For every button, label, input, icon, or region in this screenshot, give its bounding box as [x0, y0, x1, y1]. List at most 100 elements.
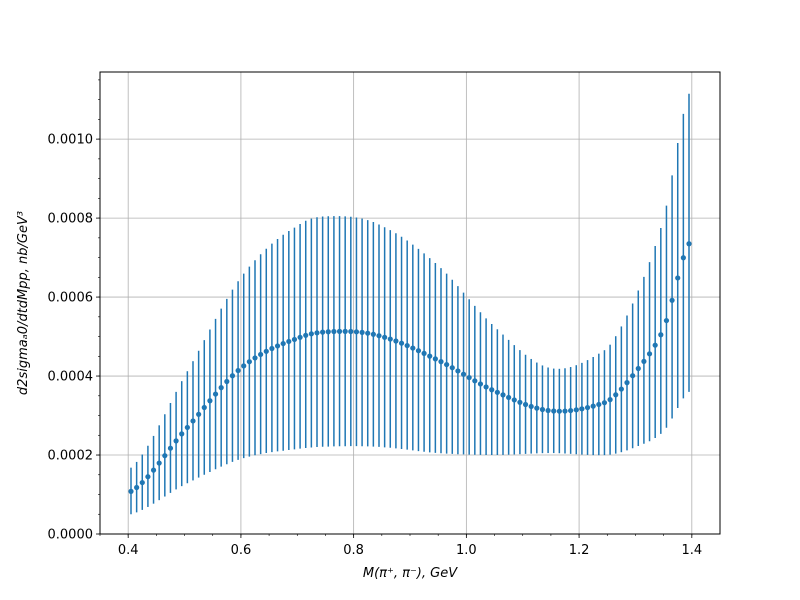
- data-point: [511, 397, 517, 403]
- data-point: [680, 255, 686, 261]
- data-point: [196, 411, 202, 417]
- x-tick-label: 1.0: [456, 543, 477, 558]
- data-point: [618, 386, 624, 392]
- data-point: [393, 338, 399, 344]
- data-point: [556, 408, 562, 414]
- data-point: [404, 342, 410, 349]
- data-point: [641, 358, 647, 364]
- data-point: [432, 356, 438, 362]
- data-point: [224, 378, 230, 385]
- data-point: [162, 453, 168, 459]
- data-point: [584, 404, 591, 411]
- data-point: [466, 374, 472, 381]
- data-point: [545, 407, 551, 414]
- data-point: [370, 331, 376, 337]
- data-point: [184, 424, 190, 431]
- data-point: [624, 380, 630, 386]
- data-point: [590, 403, 596, 409]
- data-point: [427, 353, 433, 359]
- y-axis-ticks: 0.0000 0.0002 0.0004 0.0006 0.0008 0.0010: [48, 79, 100, 543]
- data-point: [551, 408, 557, 414]
- data-point: [263, 348, 269, 354]
- data-point: [145, 474, 151, 480]
- data-point: [314, 330, 320, 336]
- y-tick-label: 0.0004: [48, 370, 94, 385]
- data-point: [522, 401, 529, 408]
- data-points: [128, 241, 692, 494]
- data-point: [472, 378, 478, 384]
- data-point: [167, 445, 174, 451]
- x-tick-label: 0.4: [118, 543, 139, 558]
- data-point: [415, 348, 422, 354]
- data-point: [150, 467, 157, 473]
- data-point: [658, 332, 664, 338]
- x-tick-label: 0.6: [231, 543, 252, 558]
- data-point: [579, 406, 585, 412]
- data-point: [252, 355, 258, 361]
- data-point: [675, 275, 681, 281]
- y-axis-label: d2sigmaₐ0/dtdMpp, nb/GeV³: [16, 211, 31, 395]
- data-point: [506, 394, 512, 401]
- data-point: [460, 371, 467, 377]
- data-point: [596, 401, 602, 408]
- data-point: [128, 488, 134, 494]
- x-tick-label: 1.4: [681, 543, 702, 558]
- data-point: [246, 359, 252, 365]
- data-point: [663, 317, 670, 324]
- data-point: [573, 407, 579, 413]
- data-point: [179, 431, 185, 437]
- data-point: [382, 334, 388, 340]
- data-point: [568, 407, 574, 414]
- data-point: [291, 336, 298, 343]
- data-point: [455, 368, 461, 374]
- x-tick-label: 0.8: [343, 543, 364, 558]
- data-point: [235, 367, 241, 374]
- data-point: [635, 365, 641, 372]
- data-point: [336, 328, 343, 334]
- data-point: [156, 460, 162, 466]
- data-point: [365, 330, 371, 336]
- data-point: [601, 400, 608, 406]
- data-point: [410, 345, 416, 351]
- data-point: [229, 373, 236, 379]
- y-tick-label: 0.0000: [48, 528, 94, 543]
- data-point: [539, 406, 546, 413]
- data-point: [359, 329, 365, 335]
- x-axis-ticks: 0.4 0.6 0.8 1.0 1.2 1.4: [99, 534, 702, 558]
- data-point: [258, 351, 264, 358]
- data-point: [207, 398, 213, 404]
- data-point: [325, 329, 331, 335]
- y-tick-label: 0.0010: [48, 133, 94, 148]
- data-point: [280, 340, 286, 347]
- data-point: [686, 241, 692, 247]
- data-point: [652, 342, 658, 348]
- data-point: [477, 381, 484, 387]
- data-point: [190, 418, 196, 424]
- data-point: [342, 328, 348, 334]
- data-point: [630, 373, 636, 379]
- data-point: [562, 408, 568, 414]
- data-point: [348, 328, 354, 335]
- data-point: [201, 404, 207, 411]
- data-point: [218, 385, 224, 391]
- data-point: [269, 345, 275, 352]
- y-tick-label: 0.0008: [48, 212, 94, 227]
- data-point: [274, 343, 281, 349]
- data-point: [607, 397, 613, 403]
- data-point: [241, 363, 247, 369]
- data-point: [444, 361, 450, 368]
- data-point: [421, 350, 427, 356]
- data-point: [646, 351, 653, 357]
- data-point: [376, 333, 382, 339]
- data-point: [613, 392, 619, 398]
- data-point: [303, 332, 309, 338]
- data-point: [517, 399, 523, 405]
- y-tick-label: 0.0006: [48, 291, 94, 306]
- data-point: [489, 387, 495, 393]
- data-point: [286, 338, 292, 345]
- data-point: [139, 479, 145, 486]
- data-point: [297, 334, 303, 340]
- data-point: [331, 328, 337, 335]
- data-point: [438, 359, 444, 365]
